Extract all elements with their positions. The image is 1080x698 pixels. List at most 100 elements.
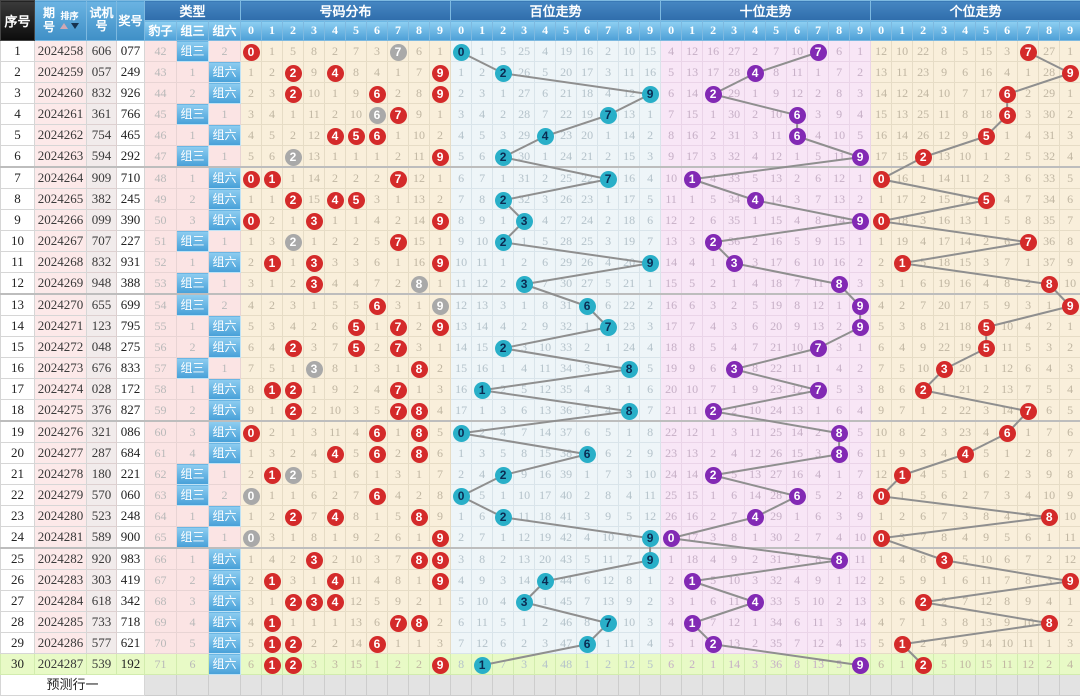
zu6-cell: 1 — [207, 463, 242, 485]
tens-cell: 18 — [660, 336, 683, 358]
prediction-cell[interactable] — [681, 674, 704, 696]
prediction-cell[interactable] — [240, 674, 263, 696]
prediction-cell[interactable] — [975, 674, 998, 696]
prediction-cell[interactable] — [786, 674, 809, 696]
dist-cell: 4 — [366, 61, 389, 83]
hundreds-cell: 15 — [639, 40, 662, 62]
hundreds-cell: 19 — [534, 526, 557, 549]
prediction-cell[interactable] — [702, 674, 725, 696]
prediction-cell[interactable] — [555, 674, 578, 696]
prediction-cell[interactable] — [954, 674, 977, 696]
dist-cell: 12 — [345, 590, 368, 612]
tens-cell: 5 — [849, 420, 872, 443]
units-cell: 3 — [870, 590, 893, 612]
tens-cell: 14 — [828, 209, 851, 231]
hundreds-cell: 3 — [534, 632, 557, 654]
hundreds-cell: 21 — [576, 145, 599, 168]
tens-cell: 11 — [786, 357, 809, 379]
prediction-cell[interactable] — [765, 674, 788, 696]
hundreds-cell: 23 — [618, 315, 641, 337]
prediction-cell[interactable] — [282, 674, 305, 696]
prediction-cell[interactable] — [492, 674, 515, 696]
units-cell: 8 — [933, 526, 956, 549]
prize-cell: 718 — [116, 611, 145, 633]
hundreds-hit-circle: 9 — [641, 254, 659, 272]
prediction-cell[interactable] — [996, 674, 1019, 696]
prediction-cell[interactable] — [1038, 674, 1061, 696]
zu3-cell: 3 — [176, 209, 209, 231]
hundreds-cell: 4 — [471, 103, 494, 125]
tens-cell: 9 — [786, 315, 809, 337]
dist-cell: 9 — [345, 82, 368, 104]
hundreds-cell: 1 — [639, 569, 662, 591]
prediction-cell[interactable] — [576, 674, 599, 696]
tens-cell: 17 — [681, 526, 704, 549]
hundreds-cell: 12 — [597, 569, 620, 591]
prediction-cell[interactable] — [1017, 674, 1040, 696]
zu3-cell: 3 — [176, 420, 209, 443]
sort-asc-icon[interactable] — [60, 23, 68, 29]
prediction-cell[interactable] — [144, 674, 177, 696]
prediction-cell[interactable] — [597, 674, 620, 696]
prediction-cell[interactable] — [387, 674, 410, 696]
dist-cell: 7 — [429, 463, 452, 485]
hundreds-cell: 3 — [576, 505, 599, 527]
prediction-cell[interactable] — [744, 674, 767, 696]
hundreds-cell: 18 — [618, 209, 641, 231]
hundreds-cell: 31 — [513, 166, 536, 189]
prediction-cell[interactable] — [450, 674, 473, 696]
prediction-cell[interactable] — [324, 674, 347, 696]
prediction-cell[interactable] — [1059, 674, 1080, 696]
prediction-cell[interactable] — [618, 674, 641, 696]
tens-cell: 6 — [786, 484, 809, 506]
prediction-cell[interactable] — [891, 674, 914, 696]
sort-control[interactable]: 排序 — [60, 12, 79, 29]
units-cell: 19 — [954, 336, 977, 358]
prediction-cell[interactable] — [723, 674, 746, 696]
prediction-cell[interactable] — [807, 674, 830, 696]
prediction-cell[interactable] — [408, 674, 431, 696]
tens-cell: 10 — [807, 590, 830, 612]
prediction-cell[interactable] — [471, 674, 494, 696]
prediction-cell[interactable] — [849, 674, 872, 696]
hundreds-hit-circle: 1 — [473, 656, 491, 674]
zu6-cell: 1 — [207, 103, 242, 125]
prize-cell: 388 — [116, 272, 145, 295]
prediction-cell[interactable] — [261, 674, 284, 696]
prize-cell: 795 — [116, 315, 145, 337]
prediction-cell[interactable] — [513, 674, 536, 696]
prediction-cell[interactable] — [366, 674, 389, 696]
units-cell: 7 — [891, 399, 914, 422]
prediction-cell[interactable] — [207, 674, 242, 696]
dist-cell: 5 — [429, 420, 452, 443]
baozi-cell: 57 — [144, 357, 177, 379]
sort-desc-icon[interactable] — [71, 23, 79, 29]
units-digit-header: 4 — [954, 20, 977, 41]
prediction-cell[interactable] — [660, 674, 683, 696]
units-cell: 3 — [996, 40, 1019, 62]
prediction-cell[interactable] — [933, 674, 956, 696]
serial-cell: 29 — [0, 632, 35, 654]
prediction-cell[interactable] — [345, 674, 368, 696]
units-cell: 10 — [1038, 484, 1061, 506]
zu3-cell: 5 — [176, 632, 209, 654]
prediction-cell[interactable] — [870, 674, 893, 696]
prediction-cell[interactable] — [639, 674, 662, 696]
prediction-cell[interactable] — [912, 674, 935, 696]
tens-cell: 2 — [807, 82, 830, 104]
prediction-cell[interactable] — [176, 674, 209, 696]
prediction-cell[interactable] — [828, 674, 851, 696]
hundreds-cell: 32 — [555, 315, 578, 337]
prediction-cell[interactable] — [534, 674, 557, 696]
units-cell: 6 — [1017, 526, 1040, 549]
units-cell: 2 — [912, 420, 935, 443]
prize-cell: 172 — [116, 378, 145, 400]
dist-cell: 7 — [345, 40, 368, 62]
dist-cell: 2 — [261, 209, 284, 231]
zu6-cell: 2 — [207, 40, 242, 62]
prediction-cell[interactable] — [429, 674, 452, 696]
dist-cell: 14 — [303, 166, 326, 189]
dist-cell: 3 — [261, 315, 284, 337]
prediction-cell[interactable] — [303, 674, 326, 696]
dist-hit-circle: 5 — [347, 191, 365, 209]
